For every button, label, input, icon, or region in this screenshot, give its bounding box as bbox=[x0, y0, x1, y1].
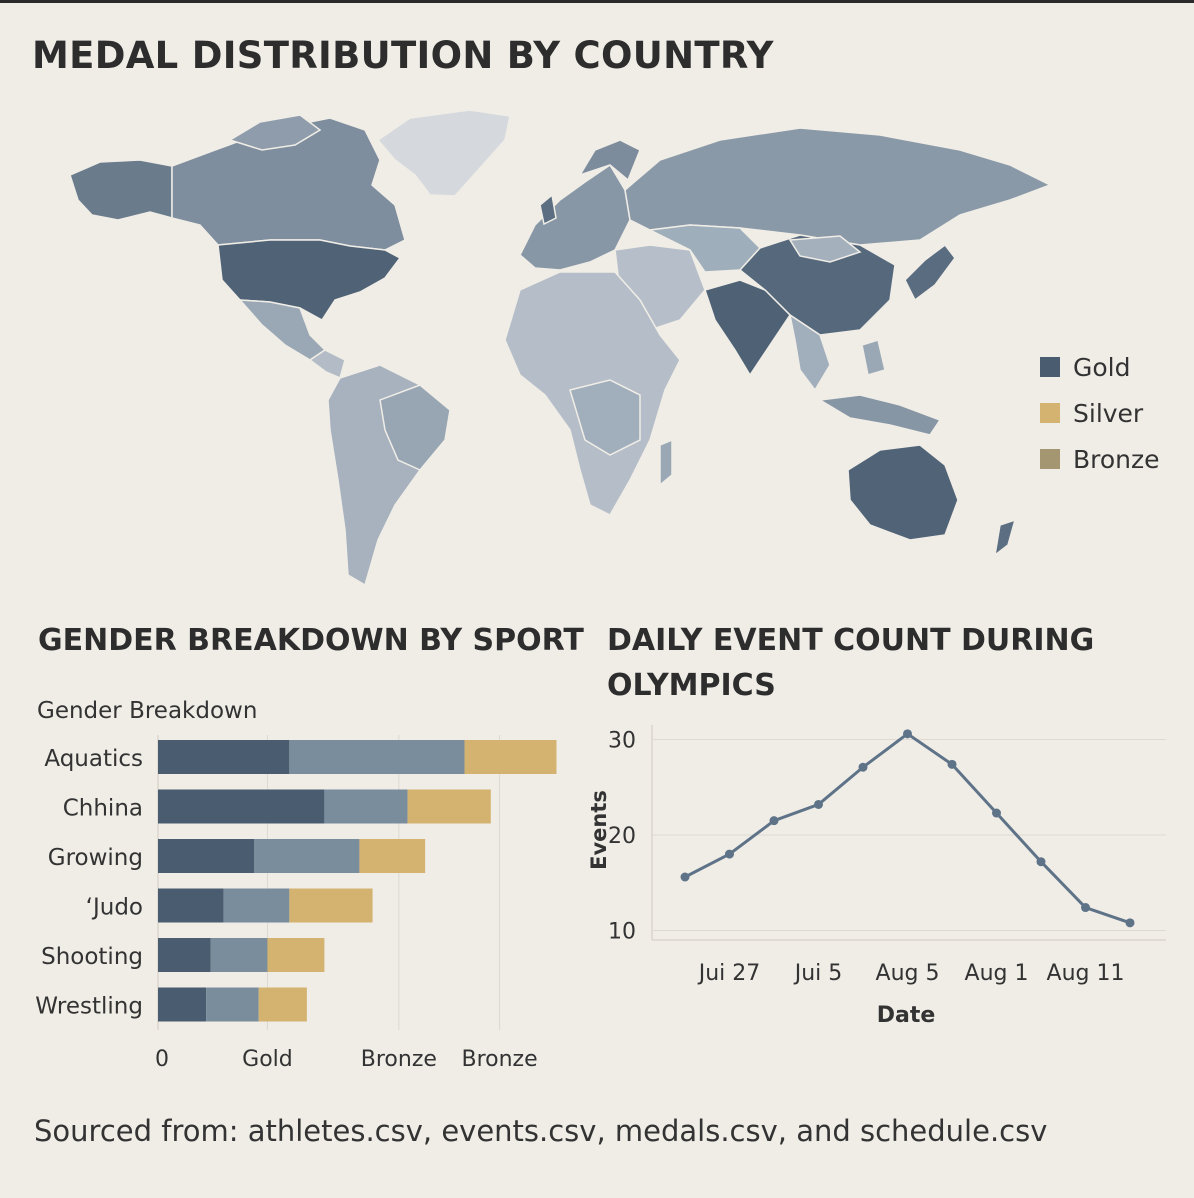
map-central-america bbox=[308, 349, 346, 380]
line-point bbox=[903, 729, 912, 739]
legend-label: Silver bbox=[1073, 398, 1144, 428]
map-se-asia bbox=[788, 313, 831, 392]
line-point bbox=[858, 762, 868, 772]
line-x-tick-label: Aug 11 bbox=[1047, 961, 1125, 986]
map-india bbox=[704, 279, 791, 377]
bar-segment bbox=[289, 740, 465, 774]
map-uk bbox=[539, 193, 557, 226]
line-x-tick-label: Aug 1 bbox=[965, 961, 1029, 986]
legend-label: Bronze bbox=[1073, 444, 1160, 474]
bar-segment bbox=[324, 789, 408, 824]
map-madagascar bbox=[659, 438, 673, 487]
bar-segment bbox=[258, 987, 307, 1022]
world-map bbox=[69, 109, 1052, 587]
bar-segment bbox=[289, 888, 373, 923]
bar-segment bbox=[223, 888, 290, 923]
daily-title-line-2: OLYMPICS bbox=[607, 668, 776, 703]
line-series bbox=[684, 732, 1131, 925]
bar-category-label: ʻJudo bbox=[86, 895, 143, 921]
bar-category-label: Aquatics bbox=[44, 746, 143, 772]
map-indonesia bbox=[817, 394, 942, 436]
top-border bbox=[0, 0, 1194, 3]
bar-category-label: Chhina bbox=[63, 796, 143, 822]
bar-segment bbox=[158, 789, 325, 824]
map-scandinavia bbox=[578, 139, 641, 182]
gender-bar-chart: Gender Breakdown Aquatics Chhina Growing ʻJu… bbox=[35, 698, 557, 1072]
legend-swatch-silver bbox=[1040, 403, 1060, 423]
bar-segment bbox=[158, 938, 211, 972]
line-x-tick-label: Jui 27 bbox=[697, 961, 761, 986]
line-y-tick-label: 30 bbox=[608, 729, 636, 754]
map-mongolia bbox=[788, 235, 862, 263]
daily-chart-title: DAILY EVENT COUNT DURING OLYMPICS bbox=[607, 618, 1094, 708]
bar-x-tick-label: Bronze bbox=[461, 1047, 537, 1072]
line-point bbox=[1125, 918, 1135, 928]
bar-segment bbox=[206, 987, 259, 1022]
bar-segment bbox=[254, 839, 360, 873]
line-point bbox=[1036, 857, 1046, 867]
bar-segment bbox=[464, 740, 557, 774]
bar-segment bbox=[210, 938, 268, 972]
bar-segment bbox=[158, 888, 224, 923]
daily-title-line-1: DAILY EVENT COUNT DURING bbox=[607, 623, 1095, 658]
line-point bbox=[992, 808, 1001, 818]
map-new-zealand bbox=[993, 518, 1017, 557]
map-europe bbox=[519, 163, 631, 271]
legend-swatch-gold bbox=[1040, 357, 1060, 377]
map-usa bbox=[217, 239, 402, 321]
legend-item-gold: Gold bbox=[1040, 344, 1160, 390]
line-point bbox=[814, 799, 823, 809]
bar-x-tick-label: Bronze bbox=[361, 1047, 437, 1072]
source-footnote: Sourced from: athletes.csv, events.csv, … bbox=[34, 1114, 1048, 1148]
line-y-tick-label: 20 bbox=[608, 824, 636, 849]
map-legend: Gold Silver Bronze bbox=[1040, 344, 1160, 482]
line-point bbox=[680, 872, 690, 882]
line-x-axis-title: Date bbox=[877, 1003, 936, 1028]
line-point bbox=[725, 849, 734, 859]
bar-chart-subtitle: Gender Breakdown bbox=[37, 698, 257, 724]
map-title: MEDAL DISTRIBUTION BY COUNTRY bbox=[32, 34, 774, 77]
map-brazil bbox=[379, 384, 451, 471]
line-y-tick-label: 10 bbox=[608, 919, 636, 944]
map-philippines bbox=[861, 339, 886, 376]
gender-chart-title: GENDER BREAKDOWN BY SPORT bbox=[38, 623, 584, 658]
daily-line-chart: 10 20 30 Jui 27 Jui 5 Aug 5 Aug 1 Aug 11 Date Eve… bbox=[587, 725, 1166, 1028]
legend-swatch-bronze bbox=[1040, 449, 1060, 469]
bar-category-label: Shooting bbox=[41, 944, 143, 970]
map-australia bbox=[847, 444, 959, 541]
bar-x-tick-label: 0 bbox=[155, 1047, 169, 1072]
legend-item-silver: Silver bbox=[1040, 390, 1160, 436]
bar-segment bbox=[359, 839, 426, 873]
bar-segment bbox=[158, 987, 207, 1022]
bar-category-label: Growing bbox=[48, 845, 143, 871]
line-point bbox=[769, 816, 779, 826]
bar-category-label: Wrestling bbox=[35, 994, 143, 1020]
line-x-tick-label: Aug 5 bbox=[876, 961, 940, 986]
legend-item-bronze: Bronze bbox=[1040, 436, 1160, 482]
map-greenland bbox=[376, 109, 511, 197]
line-y-axis-title: Events bbox=[587, 790, 611, 870]
bar-segment bbox=[158, 740, 290, 774]
map-central-africa bbox=[569, 379, 641, 456]
bar-x-tick-label: Gold bbox=[242, 1047, 293, 1072]
line-x-tick-label: Jui 5 bbox=[793, 961, 843, 986]
map-arctic-islands bbox=[228, 114, 322, 151]
bar-segment bbox=[267, 938, 325, 972]
line-point bbox=[947, 759, 957, 769]
map-alaska bbox=[69, 159, 173, 221]
bar-segment bbox=[158, 839, 255, 873]
bar-segment bbox=[407, 789, 491, 824]
line-point bbox=[1081, 903, 1090, 913]
legend-label: Gold bbox=[1073, 352, 1131, 382]
map-japan bbox=[904, 243, 956, 302]
